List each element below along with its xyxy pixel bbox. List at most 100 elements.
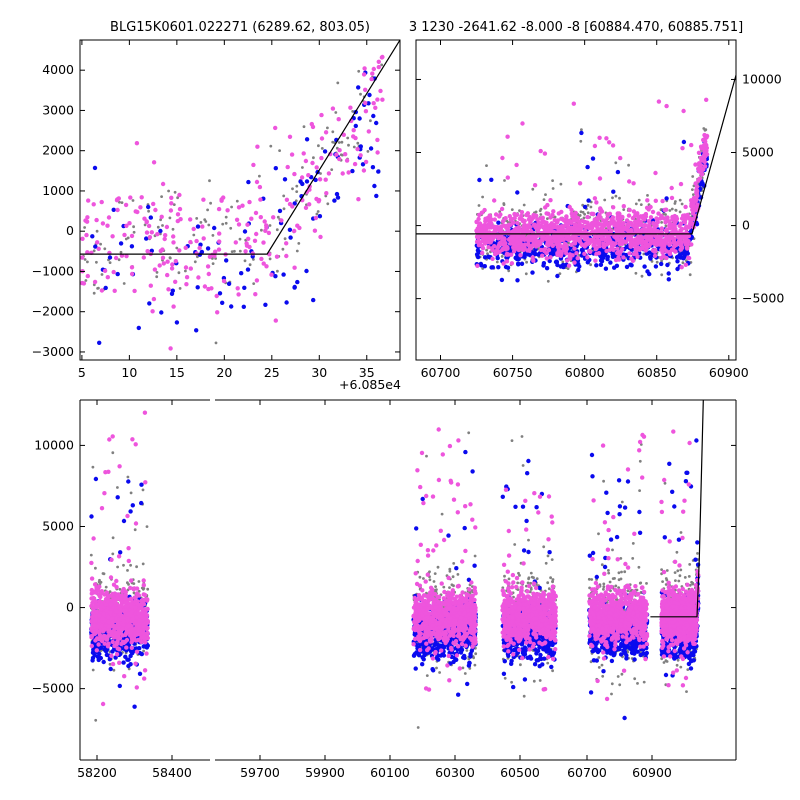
data-point — [653, 234, 659, 239]
data-point — [313, 215, 319, 221]
data-point — [559, 209, 564, 215]
data-point — [238, 237, 242, 241]
data-point — [500, 223, 505, 229]
data-point — [177, 271, 181, 275]
data-point — [613, 257, 619, 263]
data-point — [326, 126, 329, 130]
data-point — [499, 206, 505, 212]
data-point — [80, 280, 85, 286]
data-point — [477, 204, 481, 207]
data-point — [612, 222, 617, 227]
data-point — [295, 190, 299, 194]
data-point — [126, 475, 130, 479]
data-point — [638, 221, 643, 226]
data-point — [140, 586, 144, 590]
data-point — [312, 228, 318, 233]
data-point — [493, 225, 498, 230]
data-point — [311, 297, 316, 303]
data-point — [254, 278, 260, 283]
data-point — [255, 144, 260, 149]
data-point — [501, 218, 506, 224]
data-point — [534, 210, 538, 214]
data-point — [507, 214, 512, 219]
data-point — [477, 212, 482, 218]
data-point — [647, 271, 652, 277]
data-point — [496, 265, 501, 270]
data-point — [627, 163, 630, 167]
data-point — [99, 242, 102, 246]
data-point — [496, 243, 501, 248]
data-point — [161, 224, 164, 227]
data-point — [624, 264, 630, 270]
data-point — [284, 300, 289, 305]
data-point — [582, 204, 588, 210]
data-point — [374, 120, 379, 126]
data-point — [592, 143, 598, 149]
data-point — [683, 576, 687, 579]
data-point — [660, 273, 664, 277]
data-point — [558, 272, 562, 275]
data-point — [642, 680, 646, 684]
data-point — [665, 215, 670, 220]
data-point — [159, 218, 163, 222]
data-point — [295, 279, 300, 285]
data-point — [201, 197, 206, 202]
data-point — [144, 236, 149, 241]
data-point — [281, 272, 286, 277]
data-point — [581, 210, 585, 214]
data-point — [127, 221, 132, 226]
y-tick-label: 3000 — [42, 102, 74, 117]
data-point — [633, 677, 637, 681]
data-point — [224, 221, 228, 225]
data-point — [659, 213, 664, 219]
data-point — [485, 164, 488, 168]
data-point — [269, 144, 273, 148]
data-point — [684, 224, 689, 229]
data-point — [502, 203, 506, 207]
data-point — [95, 240, 100, 245]
data-point — [171, 234, 176, 239]
data-point — [608, 221, 613, 226]
data-point — [571, 212, 576, 217]
data-point — [674, 241, 680, 246]
data-point — [174, 320, 180, 325]
data-point — [548, 215, 553, 220]
data-point — [624, 244, 629, 250]
data-point — [643, 239, 649, 245]
data-point — [335, 195, 341, 200]
data-point — [508, 222, 513, 227]
data-point — [626, 228, 631, 234]
data-point — [524, 212, 529, 218]
data-point — [525, 242, 531, 247]
data-point — [611, 196, 614, 200]
data-point — [649, 234, 654, 240]
data-point — [473, 663, 477, 667]
data-point — [648, 254, 653, 260]
data-point — [118, 587, 122, 591]
data-point — [92, 279, 98, 285]
data-point — [195, 224, 201, 229]
data-point — [482, 225, 487, 230]
data-point — [480, 246, 486, 251]
data-point — [514, 226, 519, 231]
data-point — [477, 177, 482, 183]
data-point — [698, 144, 704, 149]
data-point — [326, 202, 330, 206]
data-point — [538, 679, 542, 682]
data-point — [375, 137, 380, 143]
data-point — [681, 261, 685, 265]
data-point — [631, 557, 635, 560]
data-point — [224, 258, 229, 263]
data-point — [465, 649, 469, 652]
data-point — [555, 218, 560, 223]
data-point — [704, 97, 709, 103]
data-point — [302, 125, 306, 129]
data-point — [479, 263, 484, 268]
data-point — [199, 249, 205, 255]
data-point — [694, 188, 700, 193]
data-point — [561, 217, 566, 223]
data-point — [538, 148, 543, 154]
data-point — [666, 271, 671, 276]
data-point — [489, 265, 494, 270]
data-point — [501, 586, 505, 590]
